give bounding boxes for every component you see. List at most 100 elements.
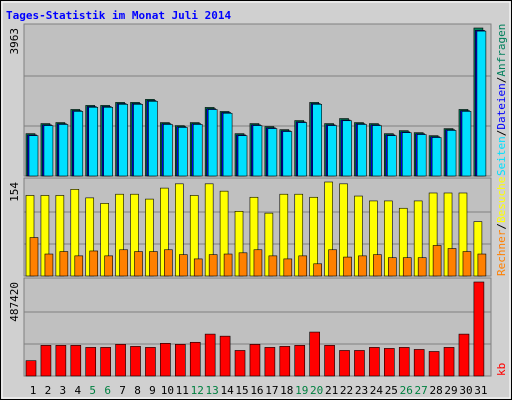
x-tick-label: 19: [295, 384, 308, 397]
x-tick-label: 6: [104, 384, 111, 397]
bar: [461, 111, 472, 177]
bar: [192, 124, 203, 177]
legend-entry: Besuche: [495, 177, 508, 223]
bar: [372, 125, 382, 177]
bar: [328, 249, 337, 277]
legend-entry: kb: [495, 363, 508, 376]
bar: [339, 350, 350, 377]
x-tick-label: 5: [89, 384, 96, 397]
x-tick-label: 16: [250, 384, 263, 397]
bar: [298, 255, 308, 277]
bar: [238, 252, 248, 277]
bar: [343, 256, 352, 277]
legend: Rechner/Besuche: [495, 177, 508, 276]
x-tick-label: 29: [444, 384, 457, 397]
bar: [267, 128, 278, 177]
x-tick-label: 25: [385, 384, 398, 397]
bar: [268, 255, 278, 277]
legend: Seiten/Dateien/Anfragen: [495, 24, 508, 176]
bar: [193, 258, 203, 277]
bar: [59, 251, 69, 277]
bar: [55, 345, 67, 377]
bar: [446, 130, 457, 177]
x-tick-label: 21: [325, 384, 338, 397]
bar: [369, 347, 380, 377]
legend-separator: /: [495, 223, 508, 230]
bar: [477, 253, 487, 277]
bar: [282, 131, 293, 177]
chart-title: Tages-Statistik im Monat Juli 2014: [6, 9, 232, 22]
bar: [40, 345, 52, 377]
x-tick-label: 31: [474, 384, 487, 397]
bar: [148, 101, 158, 177]
bar: [44, 253, 54, 277]
bar: [416, 134, 427, 177]
bar: [373, 254, 382, 277]
bar: [130, 346, 141, 377]
bar: [43, 125, 54, 177]
x-tick-label: 12: [191, 384, 204, 397]
y-tick-label: 487420: [8, 282, 21, 322]
bar: [428, 351, 440, 377]
bar: [70, 345, 82, 377]
bar: [447, 248, 457, 277]
legend-entry: Dateien: [495, 83, 508, 129]
bar: [85, 347, 97, 377]
bar: [264, 347, 276, 377]
bar: [145, 347, 156, 377]
bar: [476, 30, 487, 177]
bar: [222, 112, 233, 177]
bar: [283, 258, 293, 277]
bar: [279, 346, 291, 377]
bar: [164, 249, 173, 277]
y-tick-label: 154: [8, 182, 21, 202]
bar: [473, 281, 485, 377]
bar: [398, 347, 410, 377]
bar: [74, 255, 84, 277]
bar: [204, 333, 216, 377]
bar: [387, 135, 397, 177]
bar: [25, 360, 37, 377]
bar: [28, 135, 39, 177]
x-tick-label: 2: [45, 384, 52, 397]
bar: [207, 109, 218, 177]
bar: [219, 335, 231, 377]
bar: [100, 347, 111, 377]
x-tick-label: 13: [206, 384, 219, 397]
bar: [294, 345, 306, 377]
bar: [384, 348, 395, 377]
legend-entry: Rechner: [495, 229, 508, 276]
x-tick-label: 15: [235, 384, 248, 397]
x-tick-label: 9: [149, 384, 156, 397]
x-tick-label: 18: [280, 384, 293, 397]
bar: [413, 349, 425, 377]
bar: [357, 124, 367, 177]
x-tick-label: 28: [429, 384, 442, 397]
x-tick-label: 7: [119, 384, 126, 397]
bar: [313, 263, 322, 277]
bar: [324, 345, 335, 377]
bar: [29, 237, 39, 277]
y-tick-label: 3963: [8, 28, 21, 55]
bar: [253, 249, 263, 277]
legend: kb: [495, 363, 508, 376]
bar: [104, 255, 113, 277]
bar: [432, 245, 442, 277]
bar: [309, 331, 320, 377]
bar: [462, 251, 472, 277]
legend-entry: Seiten: [495, 136, 508, 176]
bar: [175, 344, 186, 377]
x-tick-label: 10: [161, 384, 174, 397]
bar: [163, 124, 173, 177]
x-tick-label: 23: [355, 384, 368, 397]
bar: [119, 249, 128, 277]
x-tick-label: 11: [176, 384, 189, 397]
bar: [134, 251, 143, 277]
x-tick-label: 14: [220, 384, 234, 397]
x-tick-label: 20: [310, 384, 323, 397]
bar: [249, 344, 261, 377]
bar: [234, 350, 246, 377]
bar: [431, 137, 442, 177]
